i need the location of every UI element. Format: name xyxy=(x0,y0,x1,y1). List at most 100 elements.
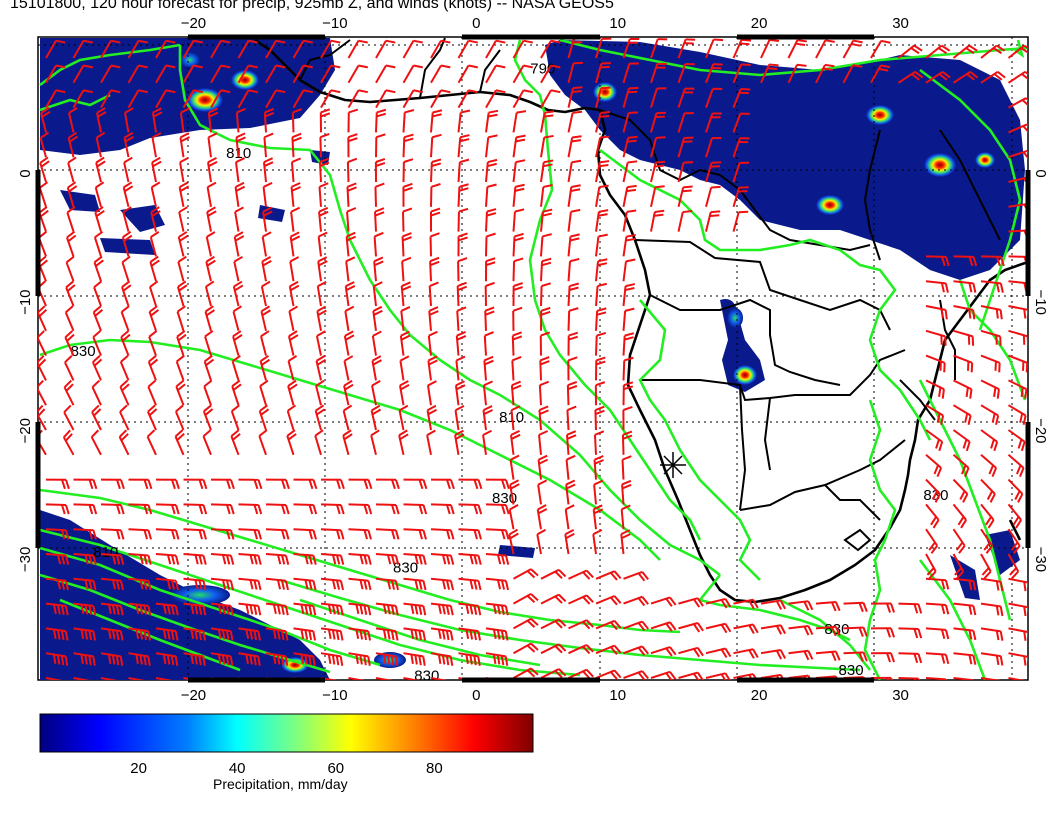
wind-barb xyxy=(678,622,704,633)
wind-barb xyxy=(426,380,437,406)
wind-barb xyxy=(595,135,610,158)
wind-barb xyxy=(123,107,134,133)
wind-barb xyxy=(511,331,523,356)
wind-barb xyxy=(155,677,176,680)
wind-barb xyxy=(512,257,524,282)
wind-barb xyxy=(155,478,180,490)
wind-barb xyxy=(538,430,549,455)
wind-barb xyxy=(513,568,539,580)
wind-barb xyxy=(399,355,410,381)
precip-area-northwest xyxy=(40,38,335,155)
wind-barb xyxy=(128,652,151,666)
wind-barb xyxy=(204,330,214,356)
wind-barb xyxy=(120,305,130,332)
wind-barb xyxy=(320,503,345,515)
wind-barb xyxy=(45,528,70,540)
wind-barb xyxy=(293,503,318,515)
wind-barb xyxy=(620,529,631,555)
wind-barb xyxy=(650,160,666,183)
wind-barb xyxy=(374,158,386,183)
wind-barb xyxy=(95,131,106,158)
wind-barb xyxy=(953,255,978,267)
wind-barb xyxy=(174,429,185,456)
wind-barb xyxy=(455,355,466,381)
wind-barb xyxy=(100,652,124,666)
wind-barb xyxy=(66,181,78,208)
wind-barb xyxy=(760,624,787,635)
wind-barb xyxy=(155,503,180,515)
wind-barb xyxy=(430,183,441,207)
wind-barb xyxy=(457,232,468,257)
wind-barb xyxy=(290,182,301,207)
wind-barb xyxy=(925,305,948,320)
wind-barb xyxy=(293,528,317,540)
wind-barb xyxy=(705,210,721,232)
wind-barb xyxy=(265,39,286,59)
wind-barb xyxy=(650,38,668,59)
wind-barb xyxy=(348,577,372,591)
wind-barb xyxy=(595,669,622,680)
wind-barb xyxy=(121,255,131,282)
wind-barb xyxy=(760,649,787,660)
wind-barb xyxy=(151,132,162,158)
wind-barb xyxy=(100,503,125,515)
wind-barb xyxy=(678,671,704,680)
wind-barb xyxy=(288,280,300,307)
wind-barb xyxy=(179,132,190,158)
wind-barb xyxy=(128,627,152,641)
contour-label: 830 xyxy=(71,343,96,360)
wind-barb xyxy=(458,602,482,616)
wind-barb xyxy=(1007,553,1020,580)
wind-barb xyxy=(64,355,75,381)
wind-barb xyxy=(485,652,509,666)
wind-barb xyxy=(952,70,979,84)
wind-barb xyxy=(980,379,1000,399)
wind-barb xyxy=(1008,123,1028,134)
wind-barb xyxy=(177,231,189,257)
wind-barb xyxy=(403,528,427,540)
wind-barb xyxy=(317,256,328,282)
wind-barb xyxy=(62,429,75,456)
wind-barb xyxy=(980,602,1004,617)
wind-barb xyxy=(430,133,442,158)
wind-barb xyxy=(760,38,780,59)
wind-barb xyxy=(594,381,606,406)
wind-barb xyxy=(454,380,466,406)
wind-barb xyxy=(512,183,525,207)
wind-barb xyxy=(231,379,242,406)
wind-barb xyxy=(1008,677,1028,680)
wind-barb xyxy=(485,208,497,232)
wind-barb xyxy=(265,652,289,666)
wind-barb xyxy=(265,528,290,540)
wind-barb xyxy=(622,356,634,381)
wind-barb xyxy=(403,503,428,515)
wind-barb xyxy=(705,185,721,208)
wind-barb xyxy=(318,206,329,232)
wind-barb xyxy=(348,478,373,490)
wind-barb xyxy=(1008,602,1028,617)
colorbar xyxy=(39,713,534,753)
wind-barb xyxy=(402,64,423,84)
wind-barb xyxy=(93,255,104,282)
wind-barb xyxy=(952,404,972,425)
wind-barb xyxy=(650,87,667,108)
wind-barb xyxy=(148,330,158,356)
wind-barb xyxy=(291,132,302,158)
wind-barb xyxy=(953,677,977,680)
country-borders xyxy=(299,37,1001,552)
wind-barb xyxy=(100,39,121,59)
wind-barb xyxy=(210,528,235,540)
wind-barb xyxy=(235,132,246,158)
wind-barb xyxy=(238,503,263,515)
wind-barb xyxy=(457,64,478,84)
wind-barb xyxy=(179,156,189,183)
wind-barb xyxy=(403,478,428,490)
wind-barb xyxy=(119,354,130,381)
wind-barb xyxy=(623,595,649,607)
wind-barb xyxy=(45,553,70,565)
wind-barb xyxy=(457,134,470,158)
wind-barb xyxy=(230,404,240,431)
wind-barb xyxy=(202,404,214,431)
wind-barb xyxy=(595,62,611,84)
wind-barb xyxy=(155,602,179,616)
